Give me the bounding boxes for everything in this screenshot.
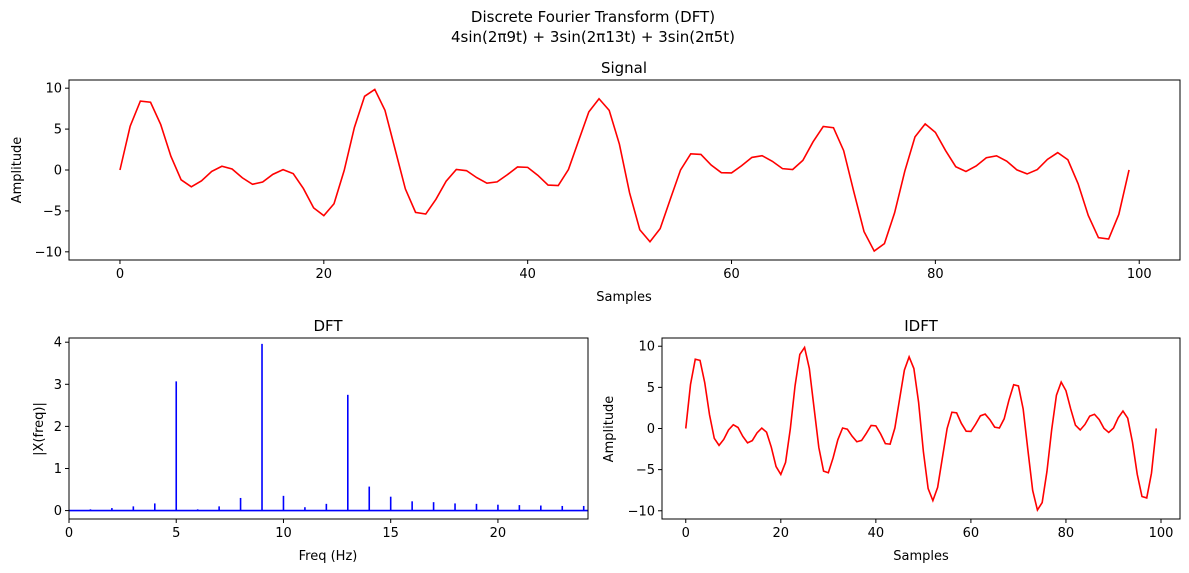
- dft-y-axis-label: |X(freq)|: [32, 402, 47, 456]
- signal-y-tick-label: −5: [43, 204, 62, 219]
- dft-x-tick-label: 20: [490, 526, 507, 541]
- dft-plot: DFT Freq (Hz) |X(freq)| 0 5 10 15 20 0 1 2 3 4: [32, 317, 589, 564]
- signal-x-tick-label: 100: [1127, 267, 1152, 282]
- idft-plot: IDFT Samples Amplitude 0 20 40 60 80 100−10−5…: [602, 317, 1181, 564]
- dft-x-tick-label: 0: [65, 526, 73, 541]
- idft-y-tick-label: 10: [638, 340, 655, 355]
- dft-x-tick-label: 15: [382, 526, 399, 541]
- signal-y-tick-label: 5: [54, 123, 62, 138]
- signal-series-line: [119, 88, 1130, 253]
- dft-axes-frame: [68, 337, 589, 520]
- signal-x-tick-label: 0: [116, 267, 124, 282]
- idft-y-axis-label: Amplitude: [602, 396, 617, 463]
- idft-plot-title: IDFT: [904, 317, 938, 335]
- idft-x-tick-label: 60: [963, 526, 980, 541]
- dft-y-tick-label: 1: [54, 462, 62, 477]
- idft-y-tick-label: −5: [636, 463, 655, 478]
- idft-x-tick-label: 0: [682, 526, 690, 541]
- signal-plot: Signal Samples Amplitude 0 20 40 60 80 100−10…: [10, 59, 1181, 305]
- signal-x-tick-label: 80: [927, 267, 944, 282]
- idft-y-tick-label: −10: [628, 504, 655, 519]
- idft-y-tick-label: 5: [647, 381, 655, 396]
- dft-x-axis-label: Freq (Hz): [299, 549, 358, 564]
- signal-x-tick-label: 40: [519, 267, 536, 282]
- signal-x-tick-label: 60: [723, 267, 740, 282]
- dft-x-tick-label: 5: [172, 526, 180, 541]
- idft-series-line: [684, 345, 1158, 513]
- idft-x-tick-label: 80: [1058, 526, 1075, 541]
- dft-plot-title: DFT: [313, 317, 343, 335]
- signal-y-tick-label: 10: [45, 82, 62, 97]
- idft-y-tick-label: 0: [647, 422, 655, 437]
- signal-y-tick-label: −10: [35, 245, 62, 260]
- signal-plot-title: Signal: [601, 59, 647, 77]
- signal-x-tick-label: 20: [316, 267, 333, 282]
- idft-x-axis-label: Samples: [893, 549, 949, 564]
- dft-y-tick-label: 2: [54, 420, 62, 435]
- idft-x-tick-label: 100: [1149, 526, 1174, 541]
- dft-x-tick-label: 10: [275, 526, 292, 541]
- signal-y-tick-label: 0: [54, 164, 62, 179]
- figure-subtitle-formula: 4sin(2π9t) + 3sin(2π13t) + 3sin(2π5t): [451, 28, 735, 46]
- idft-x-tick-label: 20: [773, 526, 790, 541]
- dft-y-tick-label: 4: [54, 336, 62, 351]
- signal-x-axis-label: Samples: [596, 290, 652, 305]
- figure-title: Discrete Fourier Transform (DFT): [471, 8, 715, 26]
- dft-y-tick-label: 3: [54, 378, 62, 393]
- signal-y-axis-label: Amplitude: [10, 137, 25, 204]
- idft-x-tick-label: 40: [868, 526, 885, 541]
- dft-y-tick-label: 0: [54, 504, 62, 519]
